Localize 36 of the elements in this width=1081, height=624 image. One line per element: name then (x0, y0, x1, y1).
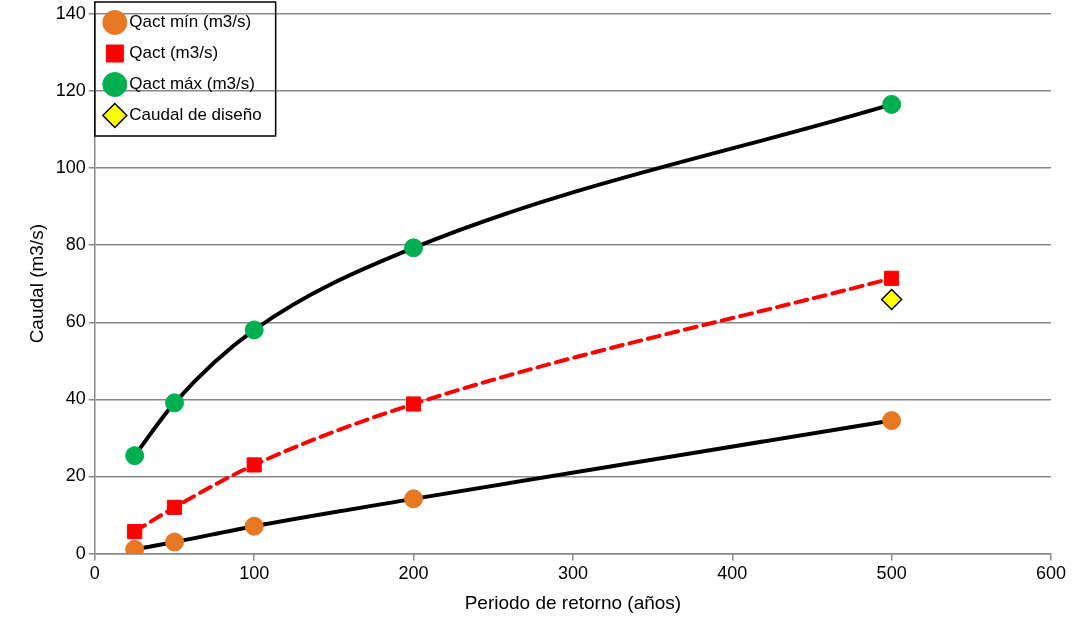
legend-label: Qact (m3/s) (129, 43, 219, 63)
y-tick-label: 80 (65, 234, 86, 255)
point (165, 532, 185, 552)
point (127, 524, 143, 540)
y-tick-label: 0 (75, 542, 86, 563)
x-tick-label: 300 (557, 563, 588, 584)
y-axis-title: Caudal (m3/s) (25, 224, 47, 344)
point (880, 288, 903, 311)
point (882, 411, 902, 431)
x-tick-label: 500 (876, 563, 907, 584)
x-axis-title: Periodo de retorno (años) (464, 591, 682, 613)
point (165, 393, 185, 413)
y-tick-label: 120 (55, 79, 86, 100)
y-tick-label: 100 (55, 157, 86, 177)
point (405, 396, 422, 412)
point (166, 499, 183, 515)
y-tick-label: 40 (65, 388, 86, 409)
point (125, 446, 145, 466)
point (244, 516, 264, 536)
x-tick-label: 400 (717, 563, 748, 584)
legend-label: Caudal de diseño (129, 105, 262, 125)
point (404, 238, 424, 258)
x-tick-label: 600 (1035, 563, 1067, 584)
x-tick-label: 200 (398, 563, 429, 584)
legend-label: Qact mín (m3/s) (129, 12, 252, 32)
point (246, 457, 262, 473)
x-tick-label: 0 (89, 563, 100, 584)
point (244, 320, 264, 340)
x-tick-label: 100 (239, 563, 270, 584)
point (884, 270, 900, 286)
y-tick-label: 140 (55, 2, 86, 23)
point (404, 489, 424, 509)
point (882, 94, 902, 114)
y-tick-label: 20 (65, 465, 86, 486)
y-tick-label: 60 (65, 311, 86, 332)
legend-label: Qact máx (m3/s) (129, 74, 255, 94)
